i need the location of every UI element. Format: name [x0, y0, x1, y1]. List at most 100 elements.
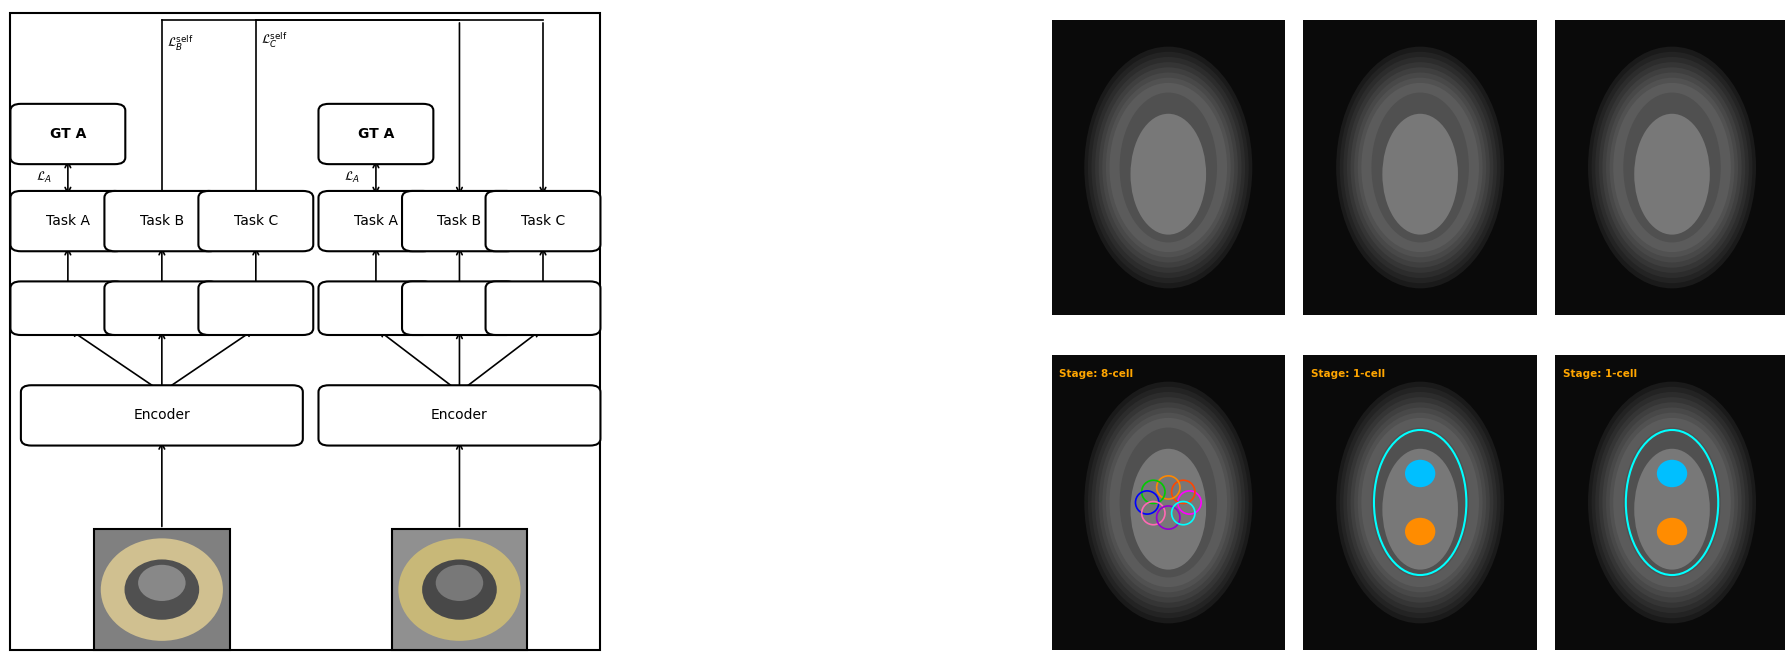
Ellipse shape [1083, 382, 1253, 623]
FancyBboxPatch shape [11, 191, 125, 251]
Ellipse shape [1606, 72, 1739, 263]
Ellipse shape [1614, 83, 1731, 252]
Ellipse shape [100, 539, 223, 641]
Ellipse shape [1337, 47, 1505, 288]
Ellipse shape [1096, 62, 1242, 273]
Ellipse shape [1119, 427, 1217, 578]
Ellipse shape [1100, 403, 1239, 602]
Ellipse shape [421, 559, 496, 620]
Ellipse shape [125, 559, 200, 620]
Ellipse shape [1130, 114, 1207, 234]
Text: Task B: Task B [139, 214, 184, 228]
Ellipse shape [1110, 83, 1226, 252]
Text: Stage: 8-cell: Stage: 8-cell [1059, 369, 1133, 379]
Ellipse shape [1362, 83, 1480, 252]
Ellipse shape [1107, 413, 1230, 592]
Ellipse shape [137, 565, 186, 601]
FancyBboxPatch shape [198, 191, 314, 251]
Ellipse shape [1355, 72, 1487, 263]
Ellipse shape [398, 539, 521, 641]
Ellipse shape [1351, 68, 1490, 267]
Ellipse shape [1348, 62, 1494, 273]
Ellipse shape [1599, 62, 1746, 273]
FancyBboxPatch shape [318, 385, 600, 446]
Ellipse shape [1344, 392, 1498, 613]
Ellipse shape [1083, 47, 1253, 288]
FancyBboxPatch shape [104, 281, 220, 335]
FancyBboxPatch shape [104, 191, 220, 251]
Ellipse shape [1091, 392, 1246, 613]
Ellipse shape [1382, 449, 1458, 570]
Bar [95, 529, 230, 650]
Text: Task C: Task C [234, 214, 278, 228]
Text: $\mathcal{L}_C^{\rm self}$: $\mathcal{L}_C^{\rm self}$ [261, 31, 287, 50]
Ellipse shape [1606, 407, 1739, 598]
Bar [1303, 355, 1537, 650]
Ellipse shape [1614, 418, 1731, 587]
Text: Encoder: Encoder [432, 409, 487, 422]
Bar [391, 529, 527, 650]
Ellipse shape [1635, 114, 1710, 234]
Ellipse shape [1091, 57, 1246, 278]
Ellipse shape [1341, 387, 1501, 618]
Text: Encoder: Encoder [134, 409, 191, 422]
Bar [1303, 20, 1537, 315]
Ellipse shape [1635, 449, 1710, 570]
FancyBboxPatch shape [486, 281, 600, 335]
Ellipse shape [1592, 387, 1753, 618]
Ellipse shape [1103, 72, 1233, 263]
FancyBboxPatch shape [402, 191, 518, 251]
Ellipse shape [1130, 449, 1207, 570]
Ellipse shape [1107, 78, 1230, 257]
Text: Task A: Task A [353, 214, 398, 228]
Text: Task B: Task B [437, 214, 482, 228]
FancyBboxPatch shape [11, 281, 125, 335]
Text: $\mathcal{L}_B^{\rm self}$: $\mathcal{L}_B^{\rm self}$ [168, 34, 193, 53]
Text: Stage: 1-cell: Stage: 1-cell [1310, 369, 1385, 379]
Text: $\mathcal{L}_A$: $\mathcal{L}_A$ [345, 170, 361, 185]
Ellipse shape [1341, 52, 1501, 283]
Ellipse shape [1596, 392, 1749, 613]
Text: GT A: GT A [357, 127, 394, 141]
Ellipse shape [1610, 78, 1735, 257]
Ellipse shape [1087, 52, 1250, 283]
FancyBboxPatch shape [318, 191, 434, 251]
FancyBboxPatch shape [402, 281, 518, 335]
Ellipse shape [436, 565, 484, 601]
FancyBboxPatch shape [11, 104, 125, 164]
Ellipse shape [1623, 92, 1721, 243]
Circle shape [1656, 460, 1687, 487]
Ellipse shape [1096, 397, 1242, 608]
FancyBboxPatch shape [198, 281, 314, 335]
Ellipse shape [1103, 407, 1233, 598]
Ellipse shape [1382, 114, 1458, 234]
Ellipse shape [1362, 418, 1480, 587]
Ellipse shape [1348, 397, 1494, 608]
Ellipse shape [1371, 92, 1469, 243]
Ellipse shape [1358, 78, 1483, 257]
Text: Task A: Task A [46, 214, 89, 228]
Bar [1051, 20, 1285, 315]
Ellipse shape [1344, 57, 1498, 278]
Ellipse shape [1599, 397, 1746, 608]
Circle shape [1656, 518, 1687, 545]
Text: Task C: Task C [521, 214, 566, 228]
Text: Stage: 1-cell: Stage: 1-cell [1564, 369, 1637, 379]
Circle shape [1405, 460, 1435, 487]
Ellipse shape [1603, 403, 1742, 602]
Bar [1555, 20, 1785, 315]
Ellipse shape [1371, 427, 1469, 578]
FancyBboxPatch shape [318, 104, 434, 164]
Ellipse shape [1589, 382, 1756, 623]
FancyBboxPatch shape [21, 385, 303, 446]
Ellipse shape [1119, 92, 1217, 243]
Ellipse shape [1337, 382, 1505, 623]
Circle shape [1405, 518, 1435, 545]
Ellipse shape [1355, 407, 1487, 598]
Ellipse shape [1603, 68, 1742, 267]
Ellipse shape [1589, 47, 1756, 288]
Bar [1555, 355, 1785, 650]
Bar [1051, 355, 1285, 650]
Ellipse shape [1087, 387, 1250, 618]
Text: GT A: GT A [50, 127, 86, 141]
